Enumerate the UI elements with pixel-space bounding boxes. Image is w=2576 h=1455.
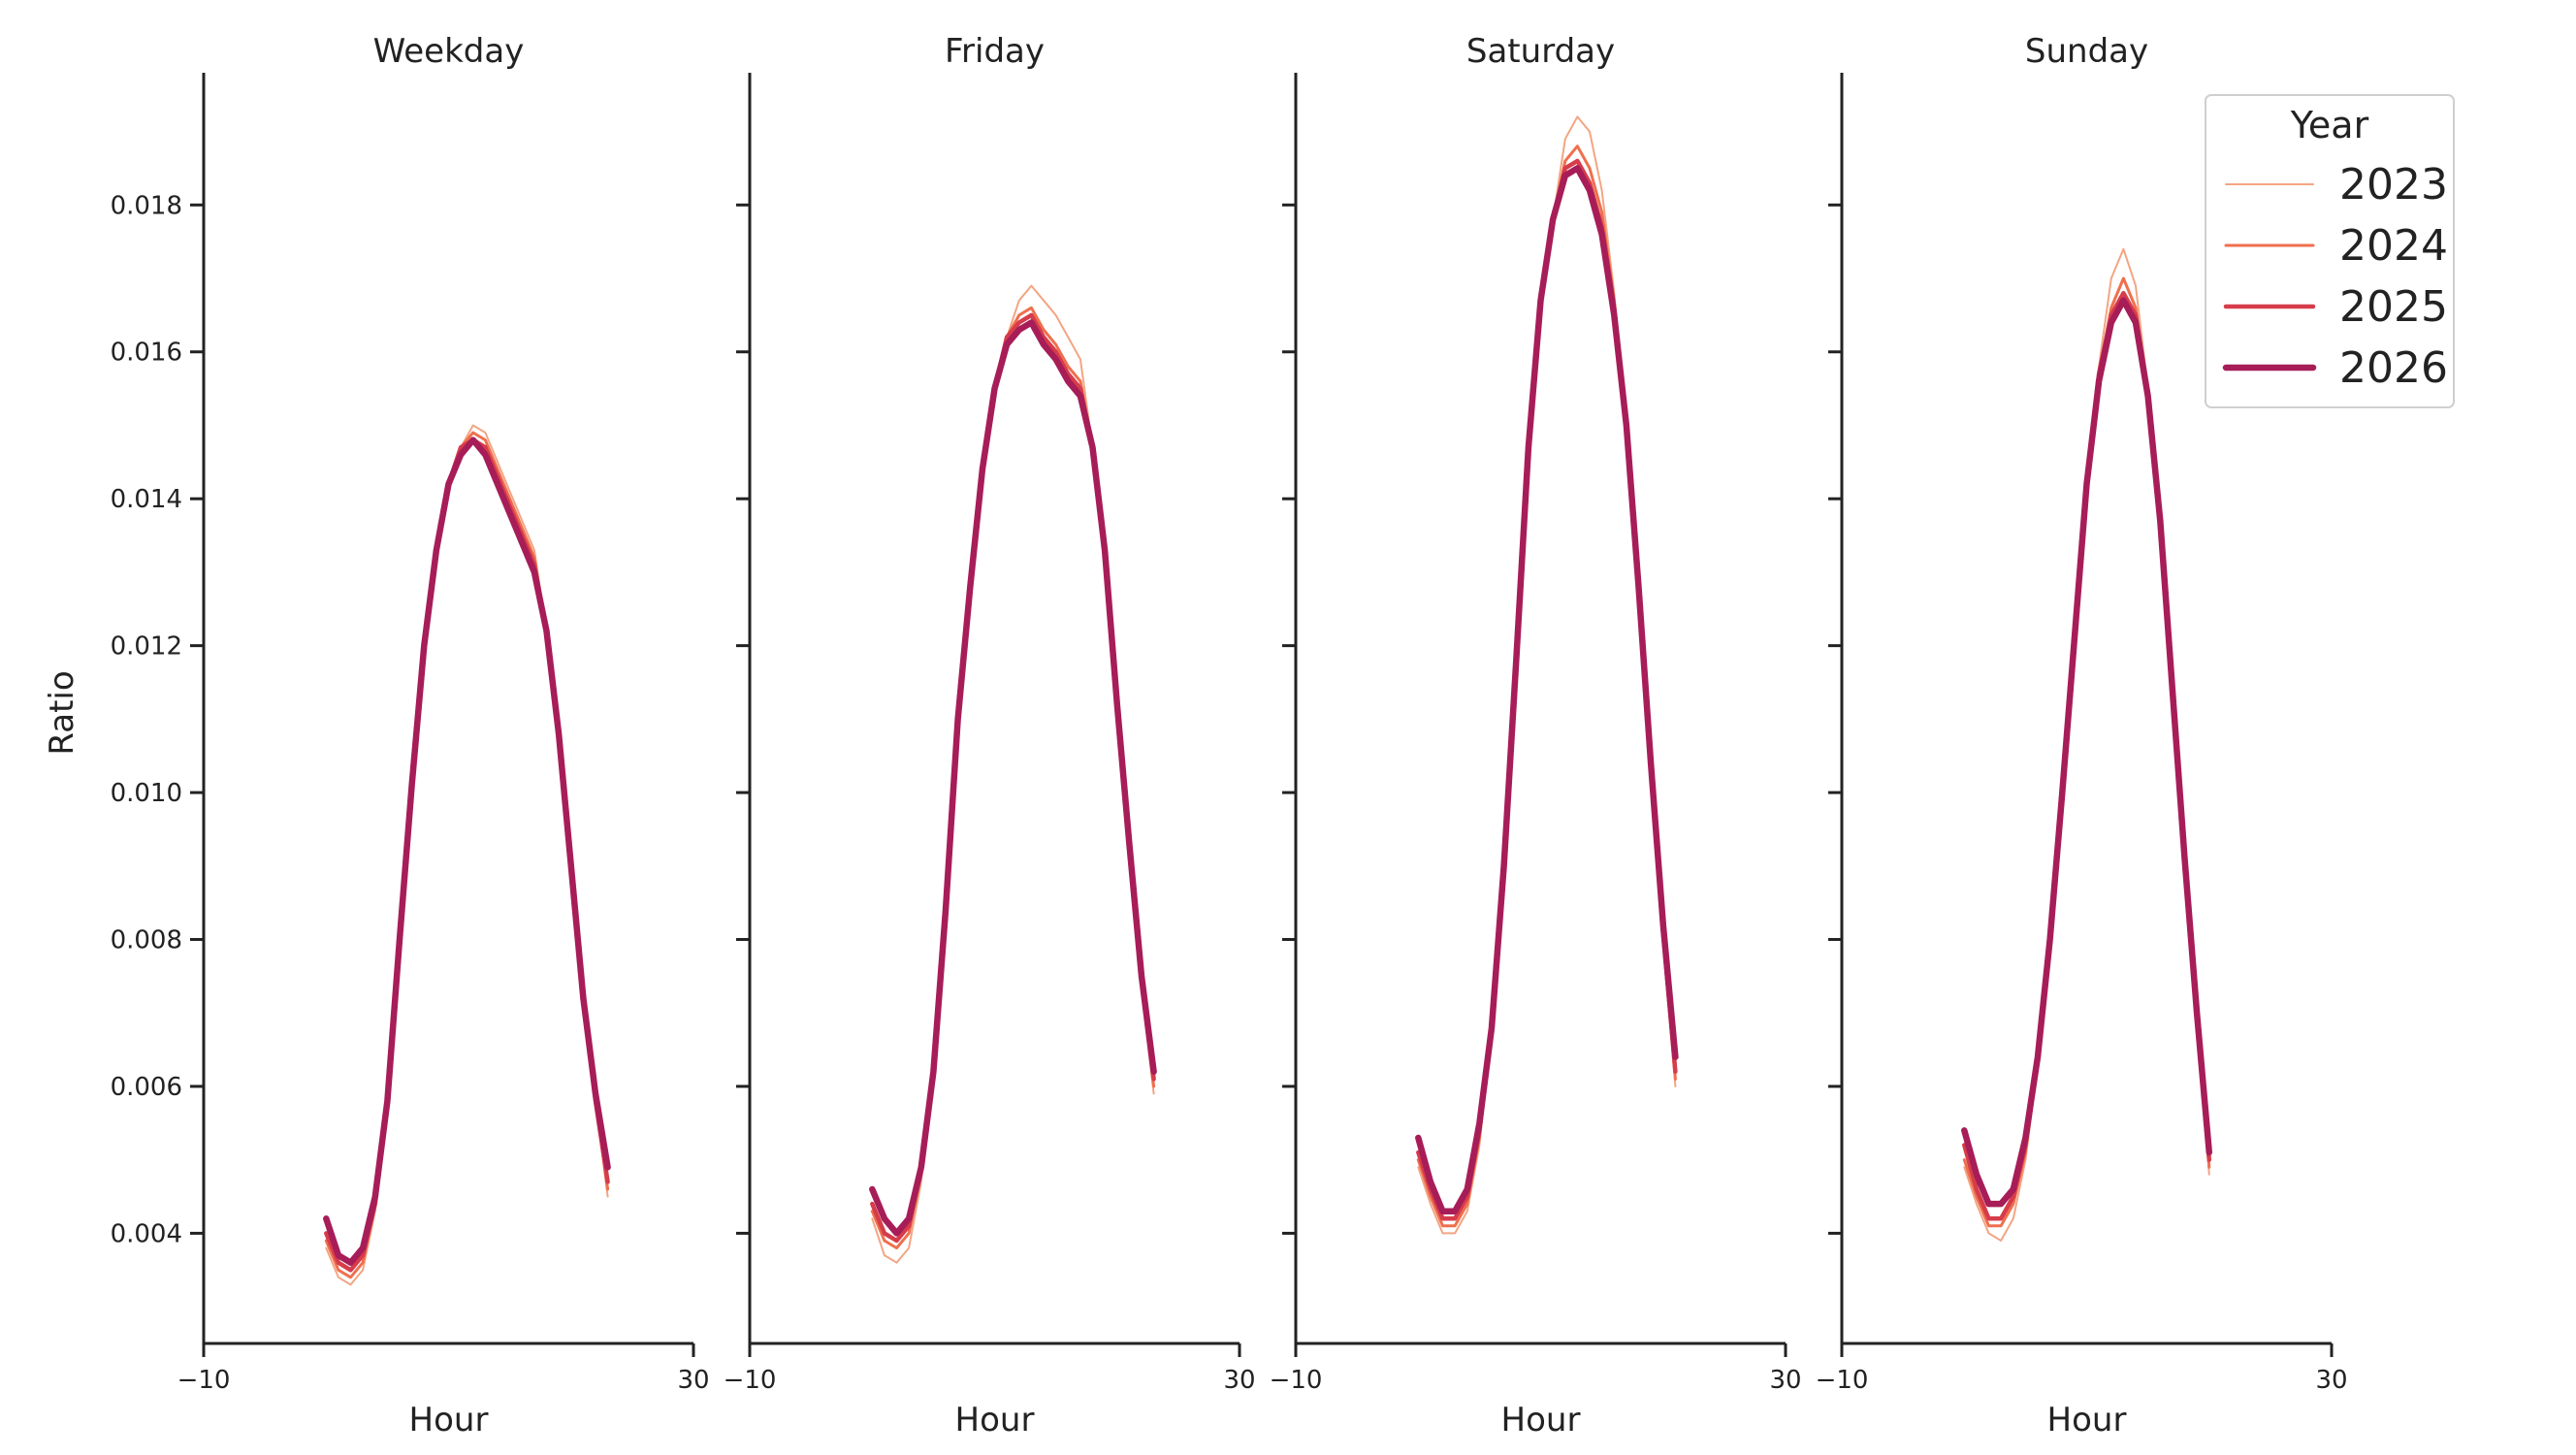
y-tick-label: 0.014 (111, 485, 182, 514)
series-line-2023 (325, 424, 609, 1286)
panel-title-saturday: Saturday (1466, 32, 1615, 71)
panels-layer: Weekday 0.004 0.006 0.008 0.010 0.012 0.014 0.0… (111, 32, 2348, 1439)
y-tick-label: 0.018 (111, 191, 182, 220)
panel-title-weekday: Weekday (373, 32, 525, 71)
series-line-2025 (1416, 158, 1678, 1221)
series-line-2026 (323, 436, 611, 1266)
panel-friday: Friday −10 30 Hour (724, 32, 1256, 1439)
x-tick-label: −10 (724, 1366, 777, 1395)
series-line-2023 (1963, 247, 2210, 1242)
panel-weekday: Weekday 0.004 0.006 0.008 0.010 0.012 0.014 0.0… (111, 32, 710, 1439)
series-line-2024 (870, 306, 1156, 1250)
legend-title: Year (2290, 104, 2369, 146)
series-line-2025 (1962, 290, 2212, 1221)
x-tick-label: 30 (677, 1366, 709, 1395)
panel-title-friday: Friday (945, 32, 1045, 71)
x-axis-title: Hour (1501, 1401, 1581, 1439)
legend: Year 2023 2024 2025 2026 (2205, 94, 2455, 408)
legend-label-2026: 2026 (2339, 343, 2448, 393)
panel-title-sunday: Sunday (2025, 32, 2148, 71)
series-line-2023 (1417, 115, 1677, 1235)
y-tick-label: 0.008 (111, 926, 182, 955)
legend-items: 2023 2024 2025 2026 (2222, 160, 2448, 393)
x-tick-label: −10 (177, 1366, 231, 1395)
y-tick-label: 0.012 (111, 632, 182, 662)
x-tick-label: −10 (1816, 1366, 1869, 1395)
legend-label-2025: 2025 (2339, 282, 2448, 332)
series-line-2024 (1416, 145, 1677, 1228)
x-axis-title: Hour (2047, 1401, 2127, 1439)
panel-sunday: Sunday −10 30 Hour (1816, 32, 2348, 1439)
y-tick-label: 0.004 (111, 1219, 182, 1248)
legend-label-2023: 2023 (2339, 160, 2448, 210)
legend-frame (2205, 94, 2455, 408)
series-line-2025 (870, 312, 1156, 1244)
panel-saturday: Saturday −10 30 Hour (1270, 32, 1802, 1439)
y-axis-title: Ratio (43, 670, 81, 755)
series-line-2026 (1415, 165, 1679, 1214)
x-tick-label: 30 (1223, 1366, 1255, 1395)
series-line-2026 (1961, 297, 2213, 1208)
y-tick-label: 0.016 (111, 339, 182, 368)
legend-label-2024: 2024 (2339, 221, 2448, 271)
x-tick-label: 30 (2315, 1366, 2347, 1395)
x-tick-label: −10 (1270, 1366, 1323, 1395)
x-tick-label: 30 (1769, 1366, 1801, 1395)
series-line-2023 (871, 284, 1155, 1264)
series-line-2024 (1962, 276, 2211, 1228)
y-tick-label: 0.006 (111, 1073, 182, 1102)
series-line-2024 (324, 431, 610, 1279)
series-line-2026 (869, 319, 1157, 1237)
series-line-2025 (324, 437, 610, 1273)
x-axis-title: Hour (409, 1401, 489, 1439)
x-axis-title: Hour (955, 1401, 1035, 1439)
y-tick-label: 0.010 (111, 779, 182, 808)
